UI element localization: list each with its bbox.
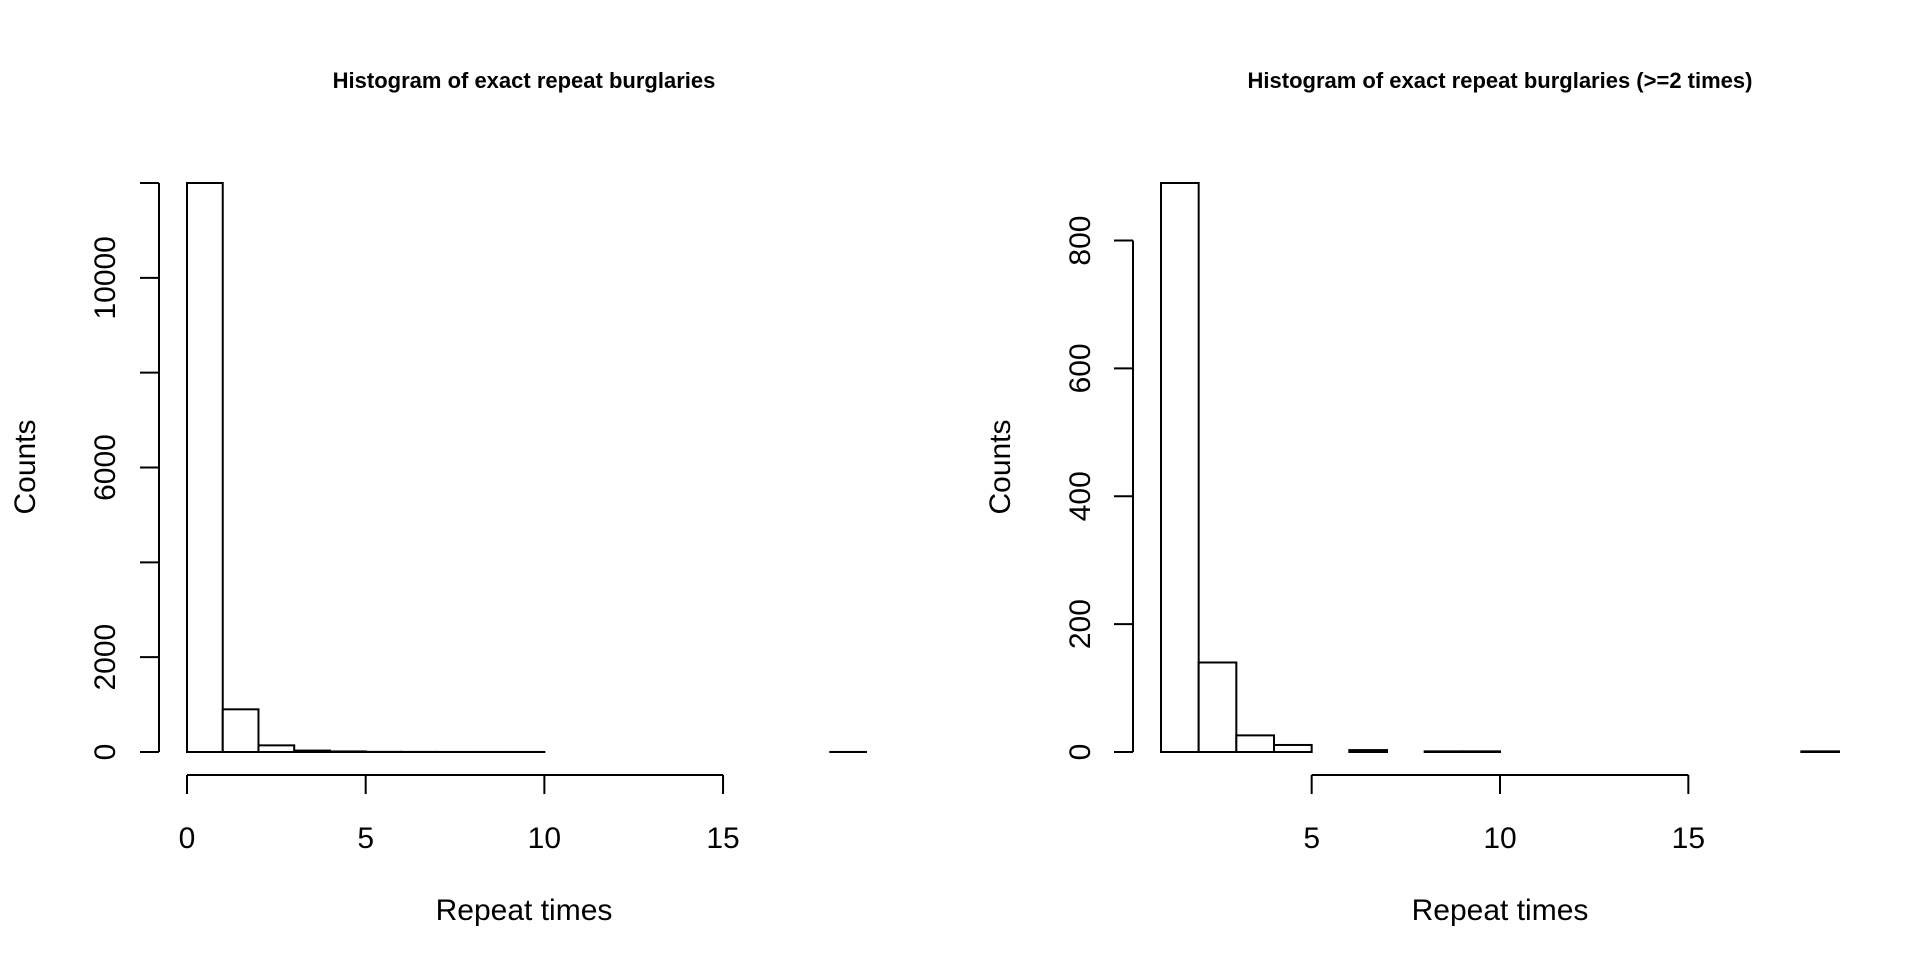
x-tick-label: 10 xyxy=(1483,822,1516,855)
histogram-bar xyxy=(1197,661,1238,753)
y-tick-label: 0 xyxy=(1064,744,1097,761)
x-axis: 0 5 10 15 xyxy=(179,774,740,855)
histogram-bar xyxy=(1160,182,1200,753)
y-tick-label: 400 xyxy=(1064,471,1097,521)
chart-title: Histogram of exact repeat burglaries xyxy=(333,68,716,93)
histogram-bar xyxy=(257,744,296,754)
histogram-bar xyxy=(328,750,367,754)
bars xyxy=(186,182,868,754)
y-tick-label: 10000 xyxy=(89,236,122,319)
x-axis-label: Repeat times xyxy=(1412,894,1589,927)
x-tick-label: 5 xyxy=(1303,822,1320,855)
y-axis-label: Counts xyxy=(9,419,42,514)
y-tick-label: 2000 xyxy=(89,624,122,691)
histogram-bar xyxy=(1348,749,1389,754)
x-tick-label: 15 xyxy=(1672,822,1705,855)
histogram-panel-repeat-2plus: Histogram of exact repeat burglaries (>=… xyxy=(984,68,1841,927)
y-axis: 0 200 400 600 800 xyxy=(1064,216,1134,761)
bars xyxy=(1160,182,1841,754)
x-tick-label: 5 xyxy=(357,822,374,855)
histogram-bar xyxy=(1461,750,1502,753)
x-axis-label: Repeat times xyxy=(436,894,613,927)
histogram-bar xyxy=(186,182,224,753)
y-tick-label: 800 xyxy=(1064,216,1097,266)
histogram-panel-all: Histogram of exact repeat burglaries Rep… xyxy=(9,68,868,927)
x-tick-label: 0 xyxy=(179,822,196,855)
histogram-bar xyxy=(221,708,260,754)
y-axis-label: Counts xyxy=(984,419,1017,514)
histogram-bar xyxy=(1800,750,1841,753)
histogram-bar xyxy=(293,749,331,754)
y-axis: 0 2000 6000 10000 xyxy=(89,182,160,761)
x-axis: 5 10 15 xyxy=(1303,774,1705,855)
y-tick-label: 0 xyxy=(89,744,122,761)
y-tick-label: 6000 xyxy=(89,434,122,501)
y-tick-label: 600 xyxy=(1064,343,1097,393)
y-tick-label: 200 xyxy=(1064,599,1097,649)
x-tick-label: 15 xyxy=(706,822,739,855)
chart-title: Histogram of exact repeat burglaries (>=… xyxy=(1248,68,1753,93)
histogram-bar xyxy=(1273,743,1313,753)
x-tick-label: 10 xyxy=(528,822,561,855)
histogram-bar xyxy=(1423,750,1464,753)
histogram-bar xyxy=(1235,734,1276,753)
